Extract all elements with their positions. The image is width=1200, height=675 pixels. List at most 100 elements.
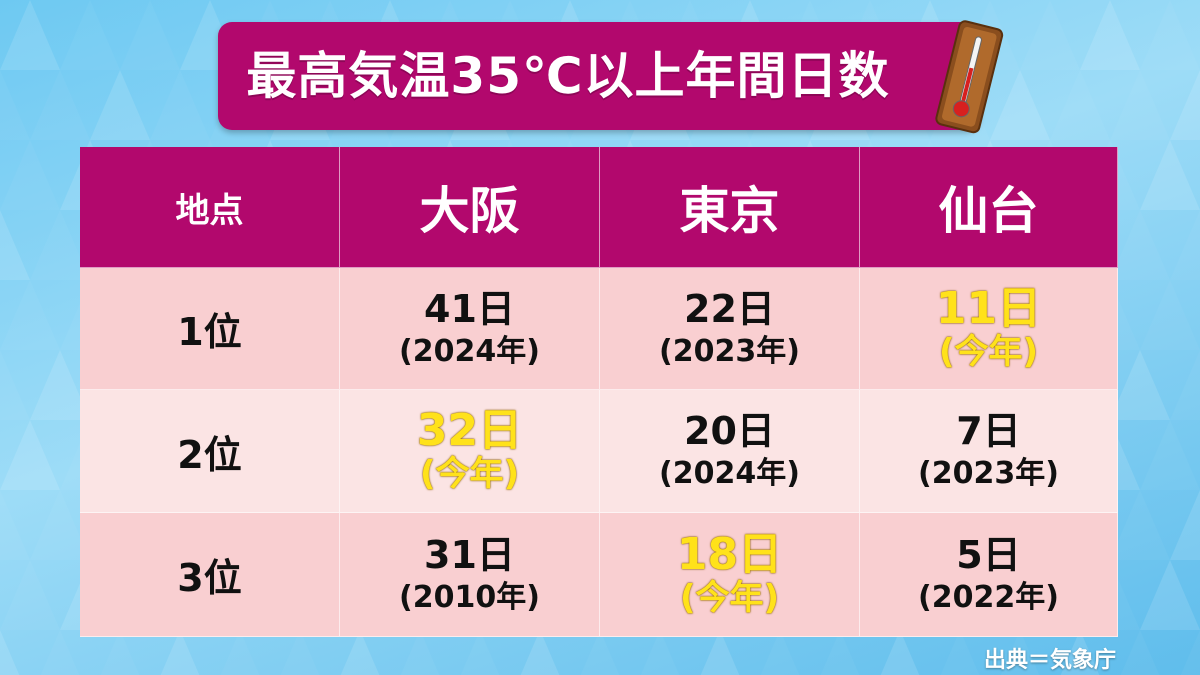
pattern-triangle <box>0 490 30 560</box>
year: (2010年) <box>399 579 540 615</box>
days: 20日 <box>684 409 775 453</box>
data-cell: 41日 (2024年) <box>340 268 600 390</box>
data-cell: 18日 (今年) <box>600 513 860 637</box>
data-cell: 22日 (2023年) <box>600 268 860 390</box>
pattern-triangle <box>0 70 30 140</box>
header-cell: 大阪 <box>340 147 600 268</box>
pattern-triangle <box>1140 420 1200 490</box>
row-label: 3位 <box>80 513 340 637</box>
year: (今年) <box>679 577 780 618</box>
data-cell: 20日 (2024年) <box>600 390 860 513</box>
year: (2024年) <box>659 456 800 491</box>
pattern-triangle <box>220 630 260 675</box>
row-label: 1位 <box>80 268 340 390</box>
pattern-triangle <box>1110 350 1170 420</box>
pattern-triangle <box>0 630 20 675</box>
row-label-text: 3位 <box>177 556 242 600</box>
table: 地点 大阪 東京 仙台 1位 41日 (2024年) 22日 (2023年) 11日 (今年) 2位 3… <box>80 147 1118 637</box>
days: 7日 <box>956 409 1021 453</box>
pattern-triangle <box>1170 210 1200 280</box>
row-label: 2位 <box>80 390 340 513</box>
pattern-triangle <box>820 630 860 675</box>
source: 出典＝気象庁 <box>983 648 1116 673</box>
year: (今年) <box>419 454 520 494</box>
pattern-triangle <box>1140 280 1200 350</box>
title-banner: 最高気温35℃以上年間日数 <box>218 22 980 130</box>
pattern-triangle <box>580 630 620 675</box>
days: 41日 <box>424 286 515 331</box>
pattern-triangle <box>30 210 90 280</box>
days: 5日 <box>956 532 1021 577</box>
row-label-text: 1位 <box>177 310 242 354</box>
days: 18日 <box>676 528 783 580</box>
pattern-triangle <box>1020 0 1080 70</box>
days: 31日 <box>424 532 515 577</box>
pattern-triangle <box>30 490 90 560</box>
pattern-triangle <box>880 630 920 675</box>
data-cell: 31日 (2010年) <box>340 513 600 637</box>
pattern-triangle <box>1140 140 1200 210</box>
data-cell: 32日 (今年) <box>340 390 600 513</box>
pattern-triangle <box>460 630 500 675</box>
pattern-triangle <box>1180 630 1200 675</box>
pattern-triangle <box>1060 630 1100 675</box>
pattern-triangle <box>0 560 60 630</box>
row-label-text: 2位 <box>177 432 242 477</box>
title: 最高気温35℃以上年間日数 <box>246 47 890 105</box>
pattern-triangle <box>0 0 60 70</box>
pattern-triangle <box>30 350 90 420</box>
pattern-triangle <box>30 70 90 140</box>
header-text: 仙台 <box>938 182 1039 240</box>
pattern-triangle <box>1170 490 1200 560</box>
pattern-triangle <box>1110 210 1170 280</box>
header-text: 東京 <box>679 182 780 240</box>
pattern-triangle <box>1140 0 1200 70</box>
pattern-triangle <box>1110 70 1170 140</box>
header-cell: 地点 <box>80 147 340 268</box>
pattern-triangle <box>340 630 380 675</box>
pattern-triangle <box>0 140 60 210</box>
pattern-triangle <box>990 70 1050 140</box>
pattern-triangle <box>0 280 60 350</box>
pattern-triangle <box>150 70 210 140</box>
year: (2022年) <box>918 579 1059 615</box>
pattern-triangle <box>1080 0 1140 70</box>
days: 11日 <box>935 282 1042 334</box>
header-text: 地点 <box>175 190 244 231</box>
pattern-triangle <box>0 420 60 490</box>
data-cell: 7日 (2023年) <box>860 390 1118 513</box>
pattern-triangle <box>100 630 140 675</box>
header-cell: 東京 <box>600 147 860 268</box>
header-cell: 仙台 <box>860 147 1118 268</box>
pattern-triangle <box>160 630 200 675</box>
year: (2024年) <box>399 333 540 369</box>
pattern-triangle <box>520 630 560 675</box>
year: (2023年) <box>918 456 1059 491</box>
pattern-triangle <box>1050 70 1110 140</box>
header-text: 大阪 <box>419 182 520 240</box>
pattern-triangle <box>280 630 320 675</box>
pattern-triangle <box>1000 630 1040 675</box>
pattern-triangle <box>640 630 680 675</box>
pattern-triangle <box>60 0 120 70</box>
pattern-triangle <box>760 630 800 675</box>
pattern-triangle <box>1170 350 1200 420</box>
pattern-triangle <box>400 630 440 675</box>
pattern-triangle <box>120 0 180 70</box>
pattern-triangle <box>1170 70 1200 140</box>
pattern-triangle <box>1120 630 1160 675</box>
pattern-triangle <box>1140 560 1200 630</box>
days: 22日 <box>684 286 775 331</box>
pattern-triangle <box>90 70 150 140</box>
year: (2023年) <box>659 333 800 369</box>
year: (今年) <box>938 331 1039 372</box>
pattern-triangle <box>1110 490 1170 560</box>
pattern-triangle <box>0 350 30 420</box>
pattern-triangle <box>0 210 30 280</box>
data-cell: 11日 (今年) <box>860 268 1118 390</box>
pattern-triangle <box>40 630 80 675</box>
data-cell: 5日 (2022年) <box>860 513 1118 637</box>
days: 32日 <box>416 405 523 456</box>
pattern-triangle <box>700 630 740 675</box>
